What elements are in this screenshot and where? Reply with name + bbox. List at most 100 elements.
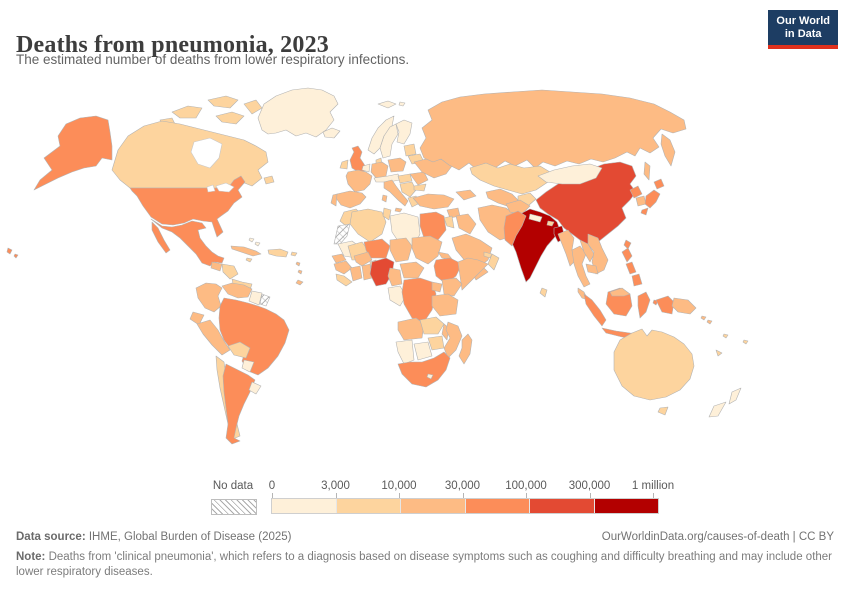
country-lesser-antilles[interactable] bbox=[297, 269, 303, 275]
country-italy[interactable] bbox=[383, 179, 409, 207]
country-japan[interactable] bbox=[644, 189, 661, 209]
country-paraguay[interactable] bbox=[241, 359, 255, 373]
country-canadian-arctic[interactable] bbox=[171, 105, 203, 119]
country-sierra-leone-liberia[interactable] bbox=[335, 273, 353, 287]
country-iraq[interactable] bbox=[455, 213, 477, 235]
country-kenya[interactable] bbox=[441, 277, 463, 297]
legend-bin-swatch[interactable] bbox=[594, 499, 658, 513]
country-canadian-arctic[interactable] bbox=[243, 99, 263, 115]
country-south-korea[interactable] bbox=[635, 195, 647, 207]
country-mongolia[interactable] bbox=[537, 163, 603, 185]
country-kazakhstan[interactable] bbox=[469, 162, 551, 195]
country-lesser-antilles[interactable] bbox=[295, 279, 304, 286]
country-colombia[interactable] bbox=[195, 282, 223, 313]
country-laos[interactable] bbox=[579, 239, 595, 263]
country-burkina-faso[interactable] bbox=[353, 251, 373, 267]
country-afghanistan[interactable] bbox=[505, 199, 531, 215]
country-balkans[interactable] bbox=[399, 181, 417, 198]
legend-bin-swatch[interactable] bbox=[465, 499, 530, 513]
country-chad[interactable] bbox=[389, 237, 413, 263]
country-puerto-rico[interactable] bbox=[290, 251, 298, 257]
legend-bin-swatch[interactable] bbox=[272, 499, 337, 513]
country-thailand[interactable] bbox=[571, 245, 591, 288]
legend-bin-swatch[interactable] bbox=[530, 499, 595, 513]
country-french-guiana[interactable] bbox=[259, 293, 271, 307]
country-russia-sakhalin[interactable] bbox=[643, 161, 651, 181]
country-taiwan[interactable] bbox=[623, 239, 632, 250]
country-uae[interactable] bbox=[483, 251, 493, 259]
country-drc[interactable] bbox=[401, 277, 437, 323]
country-bahamas[interactable] bbox=[254, 241, 261, 247]
country-south-africa[interactable] bbox=[397, 351, 451, 388]
country-russia-kamchatka[interactable] bbox=[660, 133, 676, 167]
country-guyana-suriname[interactable] bbox=[248, 290, 263, 306]
country-australia[interactable] bbox=[613, 328, 695, 401]
country-philippines[interactable] bbox=[631, 273, 643, 287]
country-turkey[interactable] bbox=[412, 193, 455, 210]
country-lesser-antilles[interactable] bbox=[295, 261, 301, 267]
country-algeria[interactable] bbox=[349, 208, 387, 243]
country-italy[interactable] bbox=[381, 194, 388, 203]
country-angola[interactable] bbox=[397, 317, 425, 341]
country-bolivia[interactable] bbox=[227, 341, 251, 359]
country-alaska[interactable] bbox=[33, 115, 113, 191]
country-somalia[interactable] bbox=[457, 257, 489, 291]
country-pacific-islands[interactable] bbox=[715, 349, 723, 357]
country-sudan[interactable] bbox=[411, 235, 443, 265]
country-madagascar[interactable] bbox=[458, 333, 473, 365]
country-solomon-islands[interactable] bbox=[706, 319, 713, 325]
country-uganda[interactable] bbox=[431, 281, 443, 293]
country-oman[interactable] bbox=[487, 253, 500, 271]
country-canadian-arctic[interactable] bbox=[215, 111, 245, 125]
country-peru[interactable] bbox=[196, 319, 231, 356]
country-north-korea[interactable] bbox=[629, 185, 643, 199]
legend-bin-swatch[interactable] bbox=[336, 499, 401, 513]
country-newfoundland[interactable] bbox=[263, 175, 275, 185]
country-cote-divoire[interactable] bbox=[349, 265, 363, 282]
country-guatemala[interactable] bbox=[210, 261, 223, 272]
country-lesotho[interactable] bbox=[426, 373, 434, 380]
country-guinea[interactable] bbox=[333, 260, 353, 275]
country-new-zealand-south[interactable] bbox=[708, 401, 727, 418]
country-indonesia-sulawesi[interactable] bbox=[637, 291, 651, 319]
country-greenland[interactable] bbox=[257, 87, 339, 138]
country-papua-new-guinea[interactable] bbox=[671, 297, 697, 315]
country-hungary-slovakia[interactable] bbox=[397, 173, 413, 184]
country-spain[interactable] bbox=[335, 190, 367, 209]
country-philippines[interactable] bbox=[621, 247, 633, 263]
country-new-zealand-north[interactable] bbox=[728, 387, 742, 405]
country-poland[interactable] bbox=[387, 157, 407, 173]
country-caucasus[interactable] bbox=[455, 189, 477, 201]
country-italy[interactable] bbox=[394, 207, 403, 213]
country-tunisia[interactable] bbox=[382, 207, 392, 221]
legend-no-data-swatch[interactable] bbox=[211, 499, 257, 515]
country-cambodia[interactable] bbox=[585, 263, 599, 275]
country-central-african-republic[interactable] bbox=[399, 261, 425, 279]
country-senegal[interactable] bbox=[331, 253, 347, 264]
country-canada[interactable] bbox=[111, 120, 269, 189]
country-france[interactable] bbox=[345, 169, 373, 193]
country-sweden[interactable] bbox=[379, 123, 399, 159]
country-cameroon[interactable] bbox=[387, 267, 403, 287]
country-mexico[interactable] bbox=[151, 221, 171, 254]
country-nepal[interactable] bbox=[528, 213, 543, 223]
country-hispaniola[interactable] bbox=[267, 248, 289, 258]
country-svalbard[interactable] bbox=[377, 100, 397, 109]
country-jamaica[interactable] bbox=[245, 257, 253, 263]
country-honduras-nicaragua[interactable] bbox=[221, 263, 239, 280]
country-usa[interactable] bbox=[129, 175, 246, 238]
country-philippines[interactable] bbox=[625, 261, 637, 275]
country-portugal[interactable] bbox=[330, 193, 338, 207]
country-namibia[interactable] bbox=[395, 339, 415, 365]
country-russia[interactable] bbox=[419, 89, 687, 171]
country-zambia[interactable] bbox=[419, 316, 445, 335]
country-ireland[interactable] bbox=[339, 159, 349, 170]
country-malaysia-borneo[interactable] bbox=[609, 287, 631, 297]
country-argentina[interactable] bbox=[222, 363, 256, 445]
country-iceland[interactable] bbox=[322, 127, 341, 139]
credit-link[interactable]: OurWorldinData.org/causes-of-death | CC … bbox=[601, 531, 834, 543]
country-israel-jordan[interactable] bbox=[443, 215, 455, 229]
country-gabon-congo[interactable] bbox=[387, 285, 407, 307]
country-svalbard[interactable] bbox=[398, 101, 406, 107]
country-zimbabwe[interactable] bbox=[427, 335, 445, 351]
